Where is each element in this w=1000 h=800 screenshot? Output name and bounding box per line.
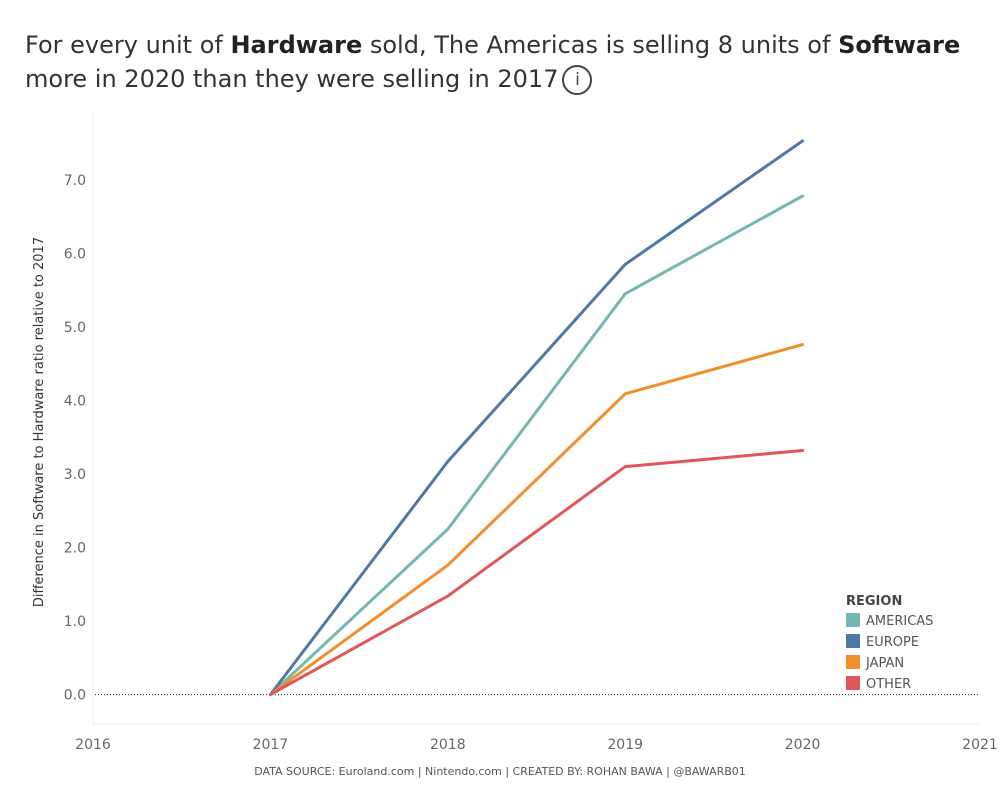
legend-label-japan[interactable]: JAPAN	[865, 656, 904, 671]
title-part-1: Hardware	[230, 31, 363, 59]
legend-swatch-other[interactable]	[846, 676, 860, 690]
legend-title: REGION	[846, 594, 902, 609]
y-axis-title: Difference in Software to Hardware ratio…	[32, 237, 47, 607]
series-line-europe[interactable]	[268, 139, 805, 697]
legend-label-americas[interactable]: AMERICAS	[866, 614, 933, 629]
series-line-americas[interactable]	[268, 194, 805, 697]
x-tick-label: 2016	[75, 737, 111, 753]
series-line-other[interactable]	[268, 449, 805, 697]
info-icon[interactable]: i	[562, 65, 593, 95]
title-part-4: more in 2020 than they were selling in 2…	[25, 65, 559, 93]
y-tick-label: 1.0	[64, 614, 86, 630]
legend-swatch-europe[interactable]	[846, 634, 860, 648]
x-tick-label: 2017	[253, 737, 289, 753]
title-part-0: For every unit of	[25, 31, 231, 59]
title-part-2: sold, The Americas is selling 8 units of	[362, 31, 839, 59]
footer-credits: DATA SOURCE: Euroland.com | Nintendo.com…	[254, 765, 746, 778]
y-tick-label: 0.0	[64, 688, 86, 704]
x-tick-label: 2020	[785, 737, 821, 753]
legend-swatch-japan[interactable]	[846, 655, 860, 669]
legend-label-other[interactable]: OTHER	[866, 677, 911, 692]
y-tick-label: 2.0	[64, 541, 86, 557]
legend-label-europe[interactable]: EUROPE	[866, 635, 919, 650]
legend-swatch-americas[interactable]	[846, 613, 860, 627]
chart-title: For every unit of Hardware sold, The Ame…	[25, 28, 985, 96]
series-line-japan[interactable]	[268, 343, 805, 697]
x-tick-label: 2018	[430, 737, 466, 753]
y-tick-label: 5.0	[64, 320, 86, 336]
y-tick-label: 3.0	[64, 467, 86, 483]
y-tick-label: 6.0	[64, 246, 86, 262]
x-tick-label: 2019	[607, 737, 643, 753]
y-tick-label: 7.0	[64, 173, 86, 189]
title-part-3: Software	[838, 31, 961, 59]
y-tick-label: 4.0	[64, 393, 86, 409]
x-tick-label: 2021	[962, 737, 998, 753]
